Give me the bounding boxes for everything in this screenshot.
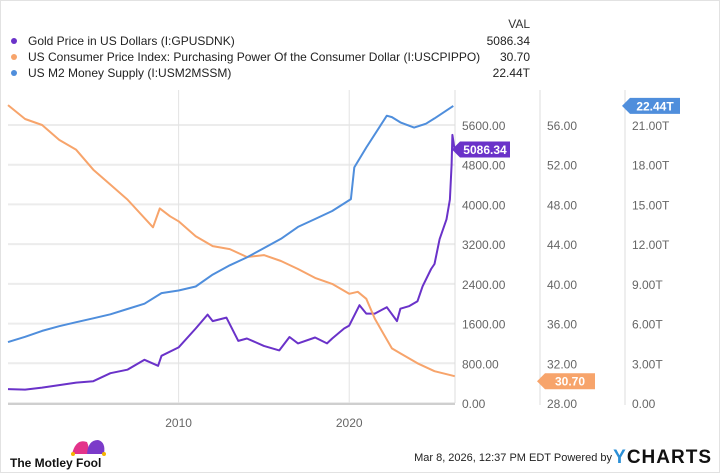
y-tick-label-m2: 6.00T bbox=[632, 318, 663, 332]
y-tick-label-m2: 0.00 bbox=[632, 397, 656, 411]
flag-shape bbox=[622, 97, 680, 114]
y-tick-label-gold: 1600.00 bbox=[462, 318, 506, 332]
legend-label: Gold Price in US Dollars (I:GPUSDNK) bbox=[28, 34, 235, 48]
flag-shape bbox=[537, 373, 595, 390]
series-line-gold bbox=[7, 133, 456, 391]
y-tick-label-cpi: 52.00 bbox=[547, 159, 577, 173]
brand-name: The Motley Fool bbox=[10, 456, 102, 470]
legend-item-m2[interactable]: US M2 Money Supply (I:USM2MSSM) 22.44T bbox=[10, 65, 530, 81]
legend-value: 5086.34 bbox=[486, 34, 530, 48]
legend-value: 22.44T bbox=[492, 66, 530, 80]
series-dot-icon bbox=[11, 38, 17, 44]
last-value-label: 5086.34 bbox=[463, 143, 507, 157]
legend-value-header: VAL bbox=[508, 17, 530, 31]
powered-by: Powered by bbox=[553, 452, 612, 464]
y-tick-label-cpi: 36.00 bbox=[547, 318, 577, 332]
y-tick-label-m2: 3.00T bbox=[632, 357, 663, 371]
legend-label: US Consumer Price Index: Purchasing Powe… bbox=[28, 50, 481, 64]
legend-item-gold[interactable]: Gold Price in US Dollars (I:GPUSDNK) 508… bbox=[10, 33, 530, 49]
series-line-cpi bbox=[7, 104, 455, 378]
y-tick-label-gold: 5600.00 bbox=[462, 119, 506, 133]
ycharts-y: Y bbox=[613, 447, 627, 468]
series-dot-icon bbox=[11, 70, 17, 76]
x-tick-label: 2010 bbox=[165, 416, 192, 430]
last-value-flag-gold: 5086.34 bbox=[452, 141, 510, 158]
y-tick-label-gold: 800.00 bbox=[462, 357, 499, 371]
timestamp: Mar 8, 2026, 12:37 PM EDT bbox=[414, 452, 551, 464]
x-tick-label: 2020 bbox=[336, 416, 363, 430]
last-value-label: 30.70 bbox=[555, 375, 585, 389]
motley-fool-logo: The Motley Fool bbox=[10, 440, 106, 470]
series-line-m2 bbox=[7, 105, 454, 344]
y-tick-label-m2: 18.00T bbox=[632, 159, 670, 173]
y-tick-label-cpi: 32.00 bbox=[547, 357, 577, 371]
y-tick-label-cpi: 40.00 bbox=[547, 278, 577, 292]
y-tick-label-cpi: 28.00 bbox=[547, 397, 577, 411]
y-tick-label-cpi: 56.00 bbox=[547, 119, 577, 133]
y-tick-label-m2: 21.00T bbox=[632, 119, 670, 133]
legend-item-cpi[interactable]: US Consumer Price Index: Purchasing Powe… bbox=[10, 49, 530, 65]
footer-timestamp: Mar 8, 2026, 12:37 PM EDT Powered by bbox=[414, 452, 612, 464]
ycharts-text: CHARTS bbox=[626, 447, 712, 468]
y-tick-label-gold: 0.00 bbox=[462, 397, 486, 411]
y-tick-label-gold: 4000.00 bbox=[462, 198, 506, 212]
last-value-flag-cpi: 30.70 bbox=[537, 373, 595, 390]
last-value-flag-m2: 22.44T bbox=[622, 97, 680, 114]
y-tick-label-cpi: 44.00 bbox=[547, 238, 577, 252]
y-tick-label-m2: 12.00T bbox=[632, 238, 670, 252]
jester-hat-icon bbox=[71, 440, 106, 456]
flag-shape bbox=[452, 141, 510, 158]
legend-value: 30.70 bbox=[499, 50, 530, 64]
y-tick-label-gold: 4800.00 bbox=[462, 159, 506, 173]
last-value-label: 22.44T bbox=[636, 99, 674, 113]
y-tick-label-gold: 3200.00 bbox=[462, 238, 506, 252]
legend: VAL Gold Price in US Dollars (I:GPUSDNK)… bbox=[10, 17, 530, 81]
y-tick-label-m2: 15.00T bbox=[632, 198, 670, 212]
series-dot-icon bbox=[11, 54, 17, 60]
y-tick-label-gold: 2400.00 bbox=[462, 278, 506, 292]
ycharts-logo[interactable]: YCHARTS bbox=[613, 447, 712, 469]
legend-label: US M2 Money Supply (I:USM2MSSM) bbox=[28, 66, 232, 80]
y-tick-label-m2: 9.00T bbox=[632, 278, 663, 292]
y-tick-label-cpi: 48.00 bbox=[547, 198, 577, 212]
